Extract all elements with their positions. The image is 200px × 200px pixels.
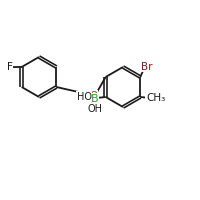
Text: HO: HO (77, 92, 92, 102)
Text: Br: Br (141, 62, 153, 72)
Text: O: O (89, 91, 98, 101)
Text: CH₃: CH₃ (146, 93, 165, 103)
Text: B: B (91, 94, 98, 104)
Text: F: F (7, 62, 13, 72)
Text: OH: OH (87, 104, 102, 114)
